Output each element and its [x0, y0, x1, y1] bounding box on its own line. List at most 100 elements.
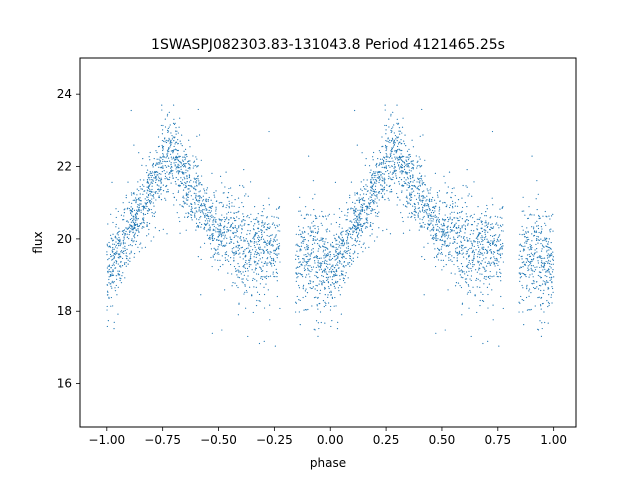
- data-point: [358, 199, 361, 201]
- data-point: [227, 211, 230, 213]
- data-point: [138, 225, 140, 228]
- data-point: [127, 207, 129, 209]
- data-point: [407, 181, 409, 184]
- data-point: [143, 222, 145, 224]
- data-point: [430, 222, 432, 224]
- data-point: [195, 198, 198, 200]
- data-point: [537, 260, 539, 262]
- data-point: [269, 256, 272, 258]
- data-point: [212, 239, 214, 242]
- data-point: [137, 228, 139, 230]
- data-point: [253, 256, 255, 258]
- data-point: [174, 165, 176, 167]
- data-point: [443, 223, 445, 225]
- data-point: [470, 247, 473, 249]
- data-point: [408, 157, 410, 159]
- data-point: [331, 282, 334, 284]
- data-point: [339, 223, 341, 226]
- data-point: [465, 213, 467, 215]
- data-point: [162, 158, 164, 161]
- data-point: [536, 238, 538, 240]
- data-point: [320, 283, 323, 285]
- data-point: [276, 253, 278, 255]
- data-point: [493, 275, 495, 277]
- data-point: [258, 238, 260, 241]
- data-point: [481, 213, 483, 215]
- data-point: [117, 210, 119, 213]
- data-point: [133, 218, 135, 220]
- data-point: [520, 255, 522, 258]
- data-point: [528, 288, 531, 290]
- data-point: [402, 185, 404, 187]
- data-point: [406, 200, 408, 202]
- data-point: [396, 157, 398, 159]
- data-point: [354, 192, 356, 194]
- data-point: [234, 253, 236, 255]
- data-point: [149, 183, 151, 185]
- data-point: [552, 251, 554, 253]
- data-point: [256, 280, 258, 282]
- data-point: [432, 196, 434, 199]
- data-point: [523, 249, 526, 251]
- data-point: [402, 117, 404, 119]
- data-point: [491, 223, 493, 225]
- data-point: [179, 204, 181, 206]
- data-point: [228, 200, 230, 202]
- data-point: [465, 185, 467, 187]
- data-point: [518, 244, 521, 246]
- data-point: [424, 159, 426, 161]
- data-point: [476, 225, 478, 227]
- data-point: [161, 133, 164, 135]
- data-point: [415, 198, 418, 201]
- data-point: [305, 295, 307, 297]
- data-point: [188, 160, 190, 162]
- data-point: [107, 291, 109, 293]
- data-point: [437, 225, 439, 228]
- data-point: [238, 225, 240, 227]
- data-point: [417, 201, 419, 204]
- data-point: [166, 129, 169, 132]
- data-point: [237, 244, 239, 246]
- data-point: [211, 224, 213, 226]
- data-point: [298, 262, 300, 264]
- data-point: [253, 236, 255, 238]
- data-point: [194, 212, 196, 214]
- data-point: [154, 164, 157, 167]
- data-point: [390, 131, 392, 134]
- data-point: [526, 287, 528, 290]
- data-point: [383, 157, 386, 159]
- data-point: [141, 247, 143, 249]
- data-point: [414, 207, 417, 209]
- data-point: [162, 154, 164, 156]
- data-point: [170, 132, 172, 134]
- data-point: [212, 219, 214, 222]
- data-point: [378, 150, 381, 152]
- data-point: [194, 178, 197, 180]
- data-point: [327, 215, 329, 217]
- data-point: [231, 248, 233, 250]
- data-point: [378, 199, 380, 201]
- data-point: [384, 144, 387, 147]
- data-point: [111, 273, 113, 275]
- data-point: [472, 249, 474, 251]
- data-point: [457, 219, 459, 222]
- data-point: [139, 193, 141, 195]
- data-point: [249, 181, 252, 183]
- data-point: [118, 227, 120, 229]
- data-point: [457, 235, 459, 237]
- data-point: [486, 252, 488, 254]
- data-point: [429, 189, 431, 191]
- data-point: [451, 187, 453, 190]
- data-point: [208, 206, 210, 208]
- data-point: [239, 224, 241, 226]
- data-point: [199, 196, 201, 198]
- data-point: [259, 266, 261, 268]
- data-point: [347, 263, 349, 265]
- data-point: [364, 227, 367, 229]
- data-point: [367, 207, 369, 209]
- data-point: [320, 265, 322, 267]
- data-point: [382, 196, 384, 199]
- data-point: [406, 172, 408, 174]
- data-point: [233, 265, 236, 268]
- data-point: [238, 265, 240, 268]
